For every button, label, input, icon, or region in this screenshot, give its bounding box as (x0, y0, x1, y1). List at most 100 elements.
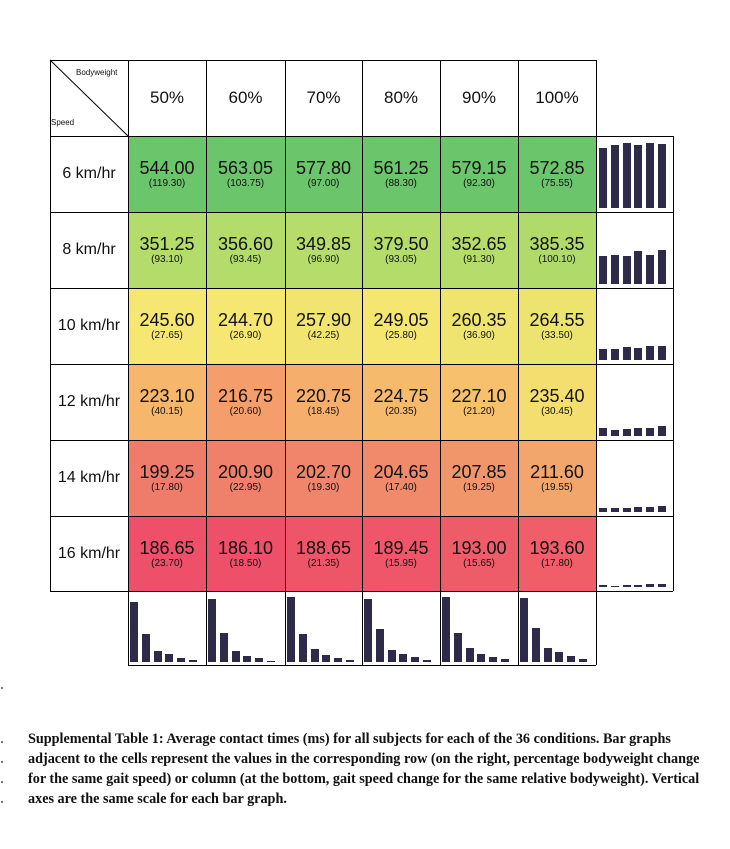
column-bar (387, 650, 396, 662)
cell-mean: 220.75 (295, 386, 352, 406)
cell-mean: 207.85 (451, 462, 507, 482)
cell-sd: (91.30) (463, 254, 495, 265)
column-bar (141, 633, 150, 662)
column-bar (267, 660, 275, 662)
row-bar (599, 428, 607, 436)
cell-sd: (92.30) (463, 178, 495, 189)
table-cell: 351.25 (93.10) (128, 212, 206, 288)
row-bar (610, 254, 619, 284)
table-cell: 186.65 (23.70) (128, 516, 206, 591)
row-bar (646, 427, 655, 436)
row-bar (658, 426, 666, 436)
cell-sd: (93.10) (151, 254, 183, 265)
column-bar (346, 660, 354, 662)
row-bar (646, 255, 655, 284)
cell-mean: 356.60 (217, 234, 274, 254)
row-bar (610, 145, 619, 208)
column-bar (501, 659, 509, 662)
cell-mean: 244.70 (217, 310, 274, 330)
column-bar (310, 648, 319, 662)
row-bar (599, 348, 607, 360)
row-bar (646, 584, 655, 587)
row-bar (634, 428, 643, 436)
cell-sd: (93.05) (385, 254, 417, 265)
cell-mean: 186.65 (139, 537, 195, 558)
column-header: 90% (461, 88, 497, 107)
table-cell: 544.00 (119.30) (128, 136, 206, 212)
margin-mark (1, 801, 3, 803)
row-bar (622, 255, 631, 284)
row-bar (622, 507, 631, 512)
row-bar (634, 251, 643, 284)
table-cell: 572.85 (75.55) (518, 136, 596, 212)
cell-mean: 227.10 (451, 386, 507, 406)
cell-sd: (22.95) (229, 482, 262, 493)
column-bar (411, 657, 420, 662)
column-header: 80% (383, 88, 419, 107)
cell-sd: (19.25) (463, 482, 495, 493)
row-bar (634, 584, 643, 587)
cell-sd: (21.20) (463, 406, 495, 417)
table-cell: 244.70 (26.90) (206, 288, 285, 364)
table-cell: 352.65 (91.30) (440, 212, 518, 288)
column-bar (567, 656, 576, 662)
row-bar (658, 584, 666, 587)
table-cell: 204.65 (17.40) (362, 440, 440, 516)
cell-mean: 204.65 (373, 462, 429, 482)
column-bar (177, 658, 186, 662)
cell-mean: 188.65 (295, 537, 352, 558)
cell-mean: 264.55 (529, 310, 585, 330)
row-bar (622, 142, 631, 208)
cell-sd: (27.65) (151, 330, 183, 341)
cell-sd: (100.10) (538, 254, 576, 265)
row-header: 12 km/hr (57, 393, 121, 410)
table-grid-lines (49, 59, 674, 666)
row-header: 10 km/hr (57, 317, 121, 334)
cell-mean: 245.60 (139, 310, 195, 330)
cell-sd: (88.30) (385, 178, 417, 189)
row-bar (646, 346, 655, 360)
cell-mean: 223.10 (139, 386, 195, 406)
cell-mean: 193.60 (529, 537, 585, 558)
column-bar (243, 655, 252, 662)
cell-sd: (103.75) (226, 178, 265, 189)
cell-mean: 572.85 (529, 158, 585, 178)
table-cell: 216.75 (20.60) (206, 364, 285, 440)
cell-mean: 186.10 (217, 537, 274, 558)
column-bar (255, 658, 264, 662)
cell-sd: (23.70) (151, 557, 183, 569)
cell-mean: 189.45 (373, 537, 429, 558)
row-header: 14 km/hr (57, 469, 121, 486)
table-cell: 220.75 (18.45) (285, 364, 362, 440)
cell-sd: (17.40) (385, 482, 417, 493)
cell-sd: (17.80) (541, 557, 573, 569)
row-bar (610, 508, 619, 512)
table-cell: 200.90 (22.95) (206, 440, 285, 516)
column-bar (442, 596, 450, 662)
cell-mean: 579.15 (451, 158, 507, 178)
table-cell: 349.85 (96.90) (285, 212, 362, 288)
column-bar (555, 652, 564, 662)
corner-speed-label: Speed (51, 118, 75, 127)
corner-bodyweight-label: Bodyweight (76, 68, 118, 77)
table-cell: 227.10 (21.20) (440, 364, 518, 440)
grid-line (49, 59, 129, 137)
column-bar (153, 650, 162, 662)
cell-sd: (97.00) (307, 178, 340, 189)
table-cell: 193.00 (15.65) (440, 516, 518, 591)
cell-sd: (42.25) (307, 330, 340, 341)
table-cell: 207.85 (19.25) (440, 440, 518, 516)
cell-sd: (96.90) (307, 254, 340, 265)
cell-sd: (40.15) (151, 406, 183, 417)
column-bar (334, 657, 343, 662)
cell-sd: (19.55) (541, 482, 573, 493)
table-cell: 356.60 (93.45) (206, 212, 285, 288)
table-cell: 379.50 (93.05) (362, 212, 440, 288)
table-cell: 561.25 (88.30) (362, 136, 440, 212)
contact-time-table: Bodyweight Speed 50% 60% 70% 80% 90% 100% 6 km/h… (51, 68, 666, 662)
column-bar (579, 659, 587, 662)
table-cell: 235.40 (30.45) (518, 364, 596, 440)
row-bar (610, 348, 619, 360)
row-bar (646, 506, 655, 512)
margin-mark (1, 687, 3, 689)
